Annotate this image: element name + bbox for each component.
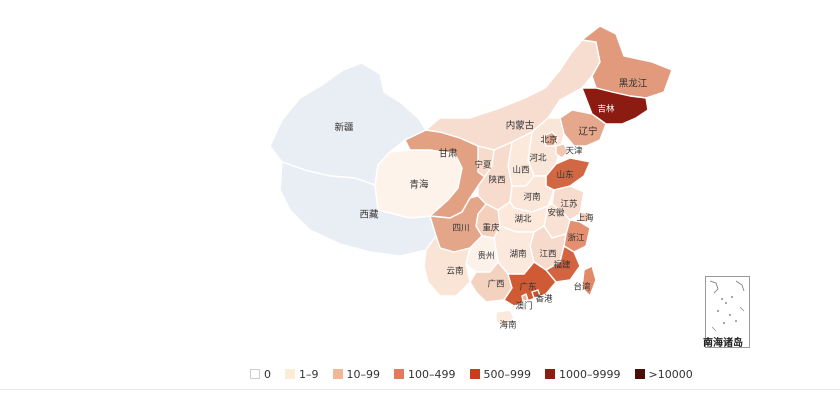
legend-label: 0: [264, 367, 271, 381]
province-hongkong[interactable]: [531, 289, 541, 299]
legend-swatch: [469, 369, 480, 379]
province-macau[interactable]: [521, 293, 529, 302]
legend-swatch: [545, 369, 555, 379]
province-yunnan[interactable]: [423, 235, 471, 297]
legend-item[interactable]: >10000: [634, 367, 693, 381]
legend-swatch: [250, 369, 260, 379]
legend-label: 1000–9999: [559, 367, 621, 381]
legend-label: 500–999: [483, 367, 532, 381]
legend-swatch: [285, 369, 295, 379]
province-fujian[interactable]: [545, 245, 581, 283]
province-guangdong[interactable]: [503, 261, 557, 307]
legend-item[interactable]: 1000–9999: [545, 368, 621, 381]
legend-label: >10000: [648, 367, 693, 381]
province-tianjin[interactable]: [555, 143, 569, 159]
legend-item[interactable]: 500–999: [469, 367, 532, 381]
province-beijing[interactable]: [543, 131, 559, 147]
legend-item[interactable]: 1–9: [285, 368, 319, 381]
legend-item[interactable]: 10–99: [332, 367, 381, 381]
south-china-sea-inset: [705, 276, 750, 348]
legend-swatch: [394, 369, 404, 379]
legend-swatch: [332, 369, 343, 379]
bottom-divider: [0, 389, 840, 390]
legend-label: 10–99: [346, 367, 381, 381]
legend: 0 1–9 10–99 100–499 500–999 1000–9999 >10000: [250, 366, 693, 382]
legend-label: 100–499: [408, 367, 456, 381]
province-taiwan[interactable]: [581, 265, 597, 297]
legend-label: 1–9: [299, 367, 319, 381]
province-liaoning[interactable]: [559, 109, 607, 147]
legend-item[interactable]: 100–499: [394, 368, 456, 381]
legend-swatch: [634, 369, 645, 379]
inset-islands-sketch: [709, 280, 745, 332]
province-hainan[interactable]: [495, 309, 515, 327]
inset-label: 南海诸岛: [703, 338, 743, 349]
province-shanghai[interactable]: [579, 211, 591, 223]
legend-item[interactable]: 0: [250, 368, 271, 381]
